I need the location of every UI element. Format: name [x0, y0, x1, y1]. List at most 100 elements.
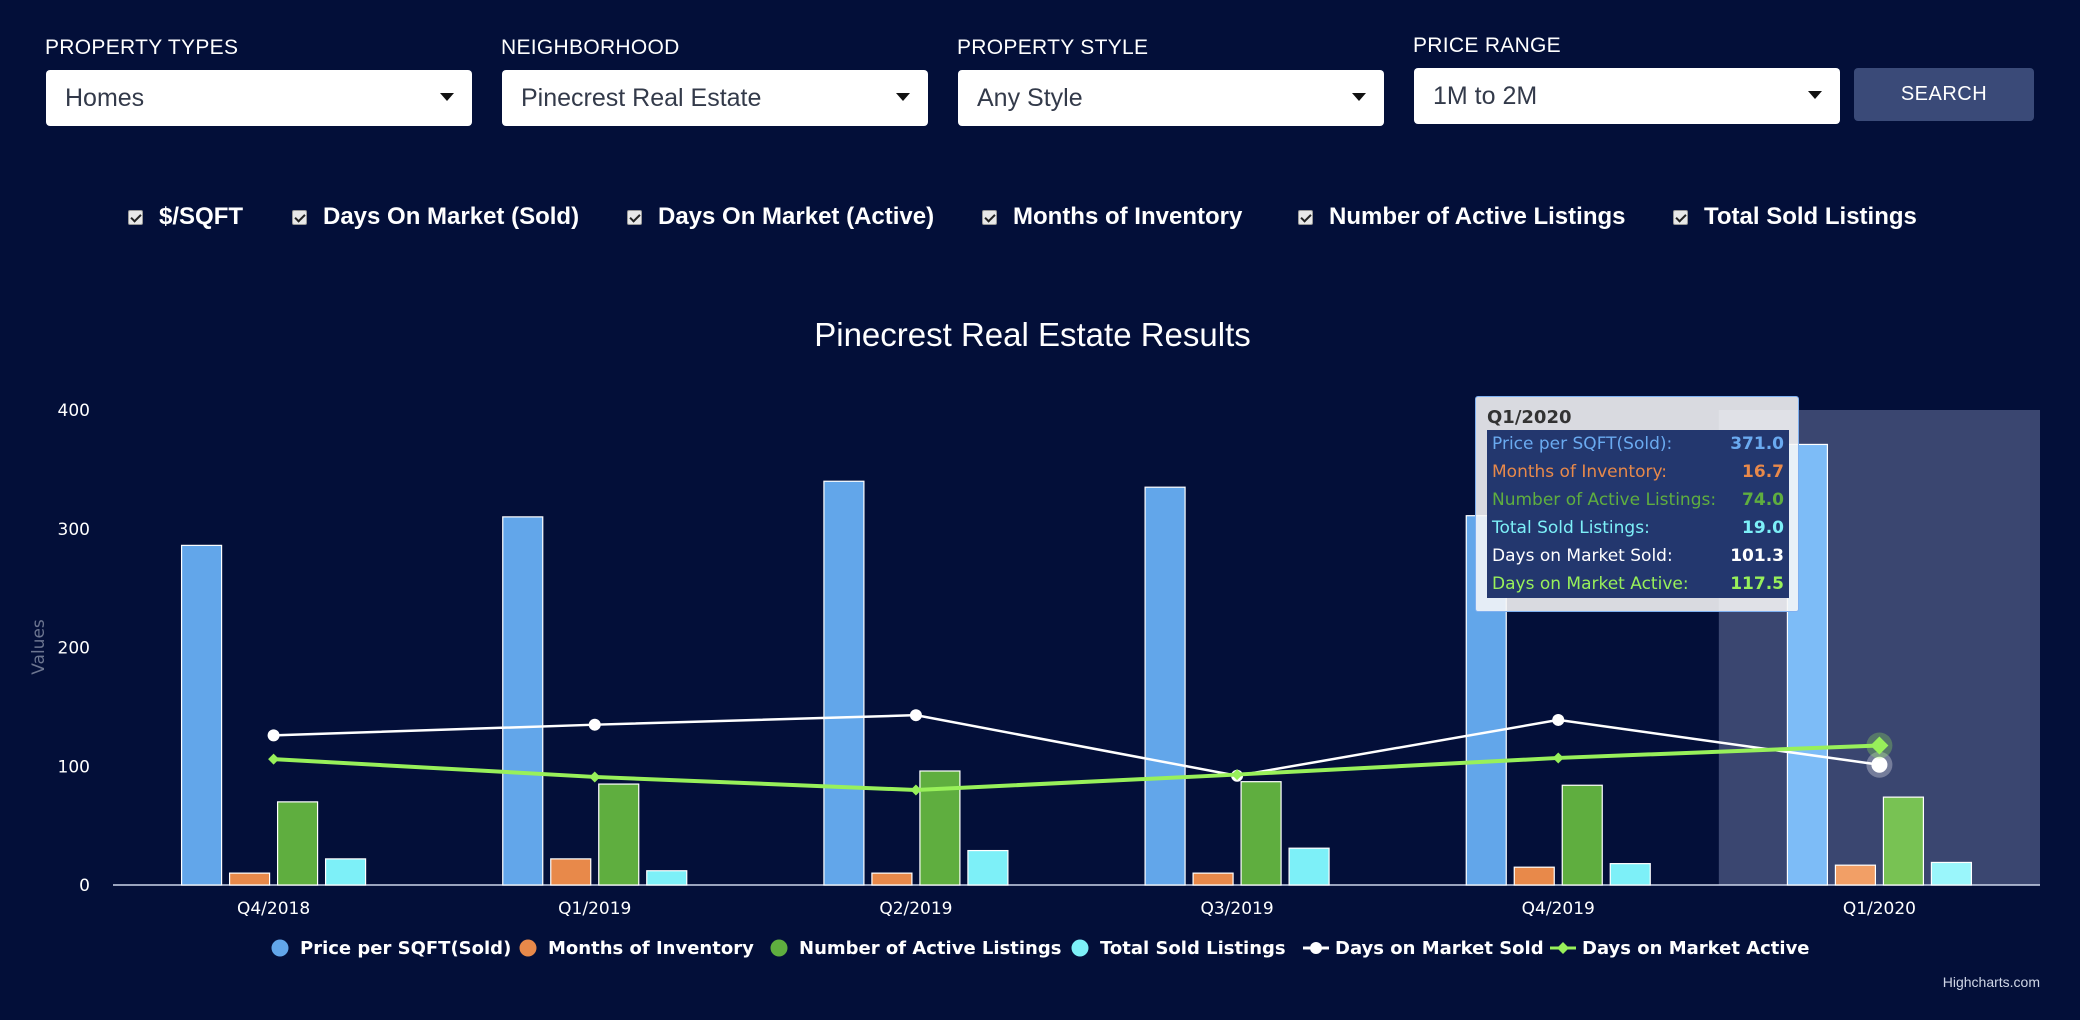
neighborhood-select[interactable]: Pinecrest Real Estate	[502, 70, 928, 126]
bar	[550, 858, 592, 886]
legend-item-label: Days on Market Sold	[1335, 938, 1544, 959]
point-marker	[1871, 756, 1888, 773]
chevron-down-icon	[1352, 93, 1366, 101]
legend-item-label: Total Sold Listings	[1100, 938, 1286, 959]
point-marker	[1231, 769, 1243, 781]
property-style-value: Any Style	[977, 83, 1083, 112]
bar	[324, 858, 367, 886]
checkbox-checked-icon[interactable]	[128, 209, 143, 225]
x-tick-label: Q1/2019	[558, 899, 631, 919]
checkbox-checked-icon[interactable]	[1673, 209, 1688, 225]
toggle-months-of-inventory[interactable]: Months of Inventory	[982, 203, 1242, 231]
search-button[interactable]: SEARCH	[1854, 68, 2034, 121]
toggle-label: $/SQFT	[159, 203, 244, 230]
chevron-down-icon	[440, 93, 454, 101]
toggle-price-sqft[interactable]: $/SQFT	[128, 203, 243, 231]
bar	[871, 872, 913, 886]
bar	[646, 870, 688, 886]
bar	[1240, 781, 1282, 886]
series-line	[273, 713, 1880, 778]
bar	[1513, 866, 1555, 886]
chevron-down-icon	[896, 93, 910, 101]
tooltip-row: Days on Market Sold: 101.3	[1487, 542, 1789, 570]
y-tick-label: 100	[58, 757, 90, 777]
tooltip-row: Months of Inventory: 16.7	[1487, 458, 1789, 486]
toggle-label: Number of Active Listings	[1329, 203, 1626, 230]
point-marker	[267, 729, 280, 742]
toggle-label: Total Sold Listings	[1704, 203, 1917, 230]
tooltip-row-label: Months of Inventory:	[1492, 462, 1668, 482]
checkbox-checked-icon[interactable]	[1298, 209, 1313, 225]
toggle-active-listings[interactable]: Number of Active Listings	[1298, 203, 1625, 231]
tooltip-row-value: 117.5	[1730, 574, 1784, 594]
property-types-value: Homes	[65, 83, 145, 112]
property-style-select[interactable]: Any Style	[958, 70, 1384, 126]
y-axis-title: Values	[29, 619, 49, 675]
price-range-value: 1M to 2M	[1433, 81, 1538, 110]
tooltip-row-value: 19.0	[1742, 518, 1784, 538]
checkbox-checked-icon[interactable]	[627, 209, 642, 225]
bar	[1561, 784, 1603, 886]
toggle-label: Days On Market (Active)	[658, 203, 935, 230]
point-marker	[1552, 752, 1564, 764]
point-marker	[909, 709, 922, 722]
chart-tooltip: Q1/2020 Price per SQFT(Sold): 371.0 Months…	[1475, 396, 1799, 612]
property-types-select[interactable]: Homes	[46, 70, 472, 126]
tooltip-row-label: Days on Market Sold:	[1492, 546, 1673, 566]
legend-symbol	[271, 939, 289, 957]
tooltip-header: Q1/2020	[1487, 407, 1572, 428]
y-tick-label: 400	[58, 401, 90, 421]
checkbox-checked-icon[interactable]	[292, 209, 307, 225]
legend-symbol	[1557, 942, 1569, 954]
toggle-days-on-market-sold[interactable]: Days On Market (Sold)	[292, 203, 579, 231]
point-marker	[1552, 713, 1565, 726]
toggle-total-sold[interactable]: Total Sold Listings	[1673, 203, 1917, 231]
x-tick-label: Q3/2019	[1200, 899, 1273, 919]
legend-item-label: Days on Market Active	[1582, 938, 1810, 959]
bar	[180, 544, 223, 886]
x-tick-label: Q4/2019	[1522, 899, 1595, 919]
point-marker	[268, 753, 280, 765]
x-tick-label: Q2/2019	[879, 899, 952, 919]
bar	[1834, 864, 1877, 886]
toggle-label: Months of Inventory	[1013, 203, 1243, 230]
checkbox-checked-icon[interactable]	[982, 209, 997, 225]
toggle-label: Days On Market (Sold)	[323, 203, 580, 230]
legend-symbol	[519, 939, 537, 957]
bar	[1882, 796, 1925, 886]
legend-symbol	[1310, 942, 1322, 954]
tooltip-row-value: 371.0	[1730, 434, 1784, 454]
bar	[598, 783, 640, 886]
legend-item-label: Months of Inventory	[548, 938, 754, 959]
x-tick-label: Q4/2018	[237, 899, 310, 919]
price-range-select[interactable]: 1M to 2M	[1414, 68, 1840, 124]
legend-item-label: Price per SQFT(Sold)	[300, 938, 511, 959]
tooltip-row-label: Total Sold Listings:	[1492, 518, 1650, 538]
bar	[1192, 872, 1234, 886]
toggle-days-on-market-active[interactable]: Days On Market (Active)	[627, 203, 934, 231]
property-types-label: PROPERTY TYPES	[45, 36, 239, 59]
bar	[502, 516, 544, 886]
neighborhood-label: NEIGHBORHOOD	[501, 36, 680, 59]
tooltip-row-label: Price per SQFT(Sold):	[1492, 434, 1673, 454]
bar	[228, 872, 271, 886]
credits-link[interactable]: Highcharts.com	[1942, 974, 2040, 990]
bar	[967, 849, 1009, 886]
tooltip-row: Total Sold Listings: 19.0	[1487, 514, 1789, 542]
property-style-label: PROPERTY STYLE	[957, 36, 1149, 59]
point-marker	[1870, 736, 1889, 755]
legend-symbol	[770, 939, 788, 957]
tooltip-table: Price per SQFT(Sold): 371.0 Months of Inve…	[1487, 430, 1789, 598]
tooltip-row-value: 16.7	[1742, 462, 1784, 482]
bar	[1609, 863, 1651, 886]
legend-item-label: Number of Active Listings	[799, 938, 1061, 959]
tooltip-row: Number of Active Listings: 74.0	[1487, 486, 1789, 514]
x-tick-label: Q1/2020	[1843, 899, 1916, 919]
bar	[823, 480, 865, 886]
chevron-down-icon	[1808, 91, 1822, 99]
point-marker	[910, 784, 922, 796]
tooltip-row-label: Days on Market Active:	[1492, 574, 1689, 594]
bar	[276, 801, 319, 886]
tooltip-row-value: 101.3	[1730, 546, 1784, 566]
